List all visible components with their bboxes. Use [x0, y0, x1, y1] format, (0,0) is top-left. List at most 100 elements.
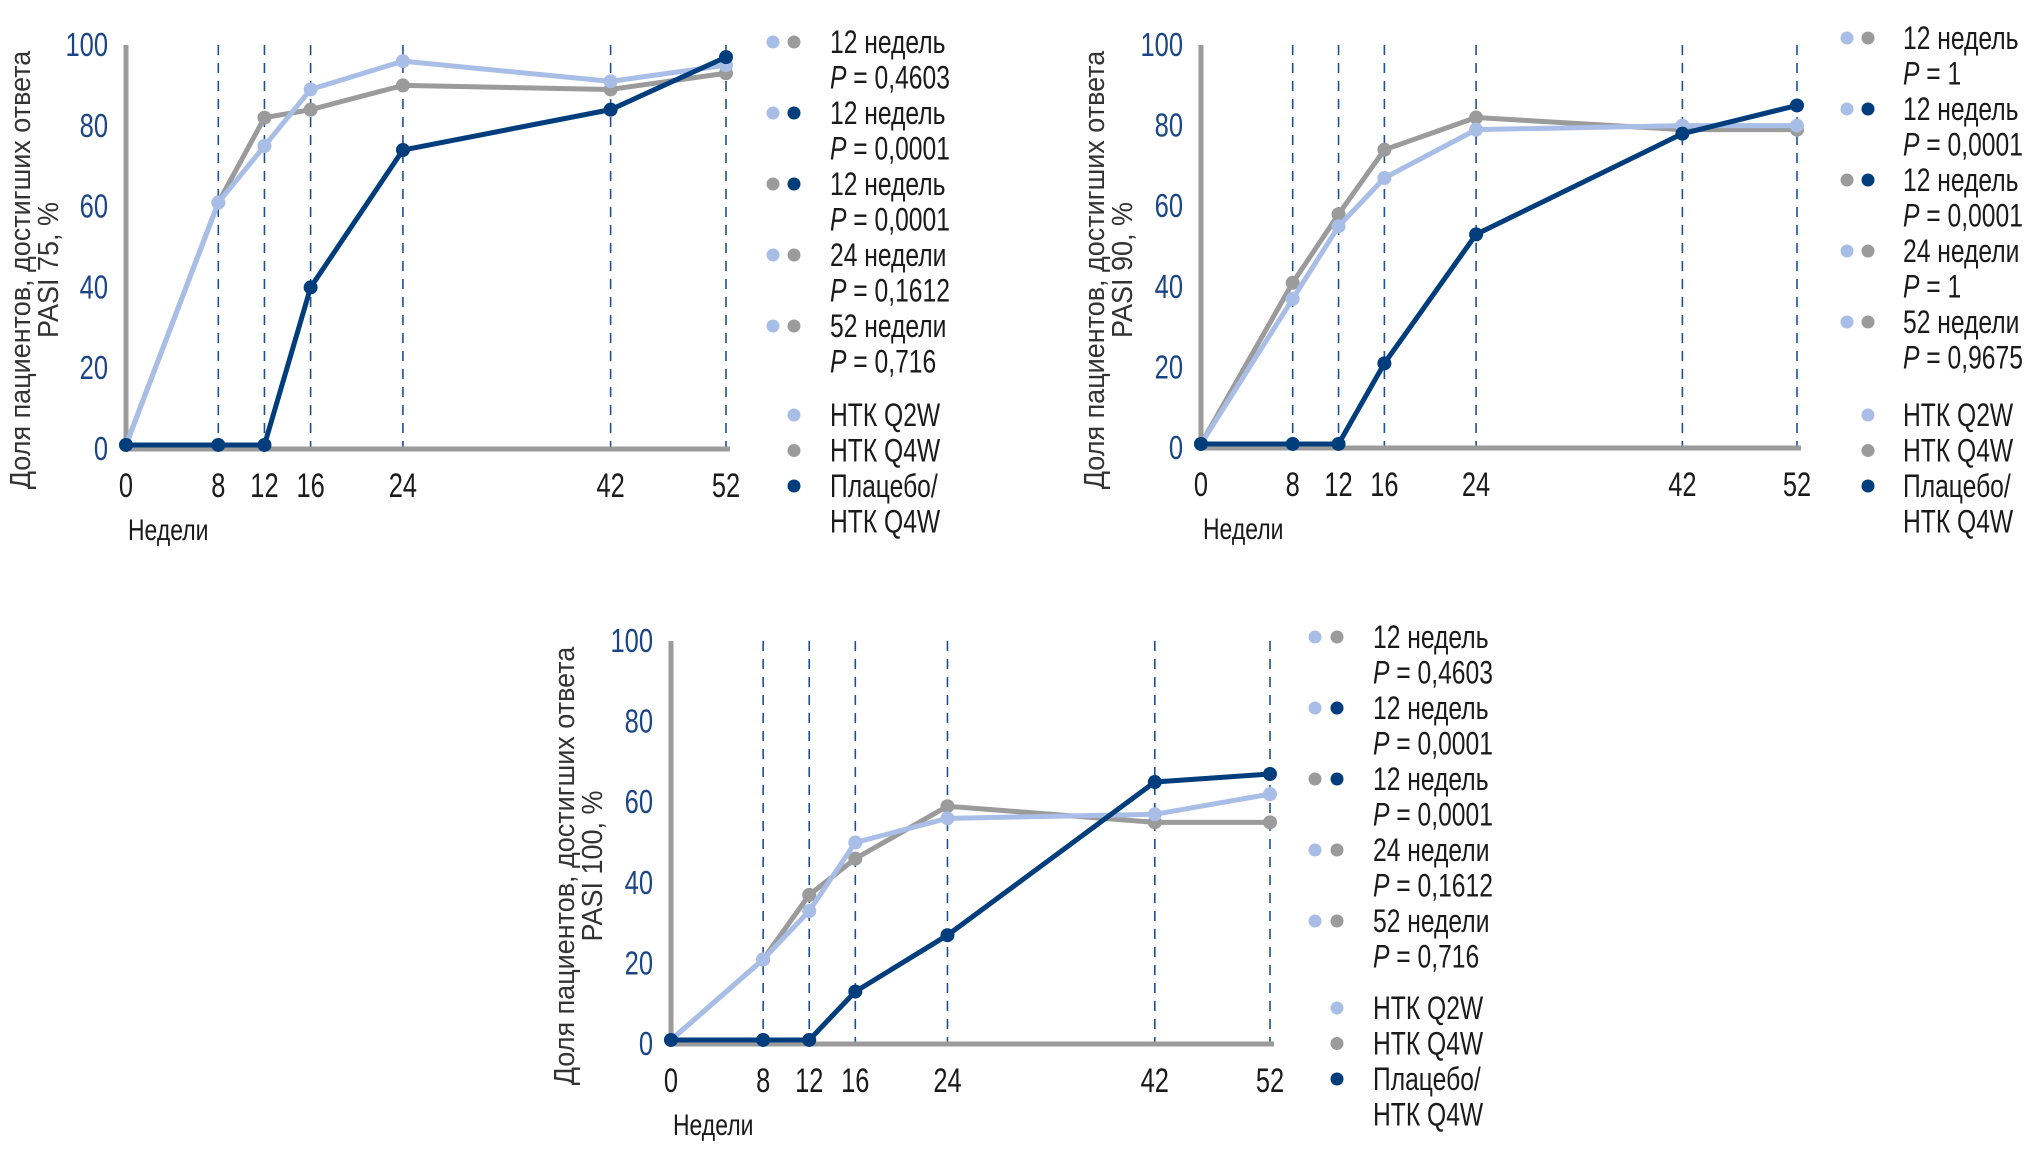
legend-dot-q4w	[1330, 843, 1344, 857]
series-legend-label: НТК Q4W	[1373, 1026, 1484, 1062]
legend-dot-q2w	[1840, 102, 1854, 116]
data-point-placebo-week-0	[664, 1032, 678, 1047]
legend-dot-q4w	[787, 319, 801, 333]
data-point-q4w-week-16	[303, 102, 318, 117]
legend-dot-q2w	[766, 106, 780, 120]
series-legend-item-placebo: Плацебо/НТК Q4W	[1330, 1062, 1484, 1133]
comparison-label: 12 недель	[830, 167, 946, 203]
y-tick-label: 40	[1155, 269, 1183, 306]
legend-dot-q2w	[1308, 701, 1322, 715]
data-point-q4w-week-16	[1377, 142, 1392, 157]
p-symbol: P	[1373, 797, 1390, 833]
comparison-label: 52 недели	[1373, 904, 1489, 940]
data-point-q4w-week-12	[1331, 207, 1346, 222]
p-symbol: P	[1903, 127, 1920, 163]
series-legend-label-line2: НТК Q4W	[830, 504, 941, 540]
p-value-text: P = 0,0001	[1373, 726, 1493, 762]
data-point-q4w-week-24	[395, 78, 410, 93]
x-axis-title: Недели	[673, 1108, 753, 1142]
p-value-text: P = 0,716	[1373, 939, 1479, 975]
x-tick-label: 16	[841, 1063, 869, 1100]
p-value: = 0,4603	[1389, 655, 1492, 691]
legend-dot-q4w	[787, 35, 801, 49]
series-legend-item-q2w: НТК Q2W	[787, 398, 941, 434]
p-symbol: P	[830, 202, 847, 238]
data-point-q2w-week-16	[303, 82, 318, 97]
series-line-q2w	[123, 58, 729, 448]
data-point-placebo-week-12	[257, 437, 272, 452]
data-point-placebo-week-0	[119, 437, 133, 452]
x-tick-label: 8	[211, 468, 225, 505]
y-tick-label: 40	[80, 269, 108, 306]
p-value-text: P = 0,0001	[1903, 127, 2023, 163]
series-legend-label: НТК Q4W	[830, 433, 941, 469]
legend-dot-q2w	[1308, 914, 1322, 928]
p-symbol: P	[1373, 939, 1390, 975]
data-point-placebo-week-24	[395, 143, 410, 158]
p-value: = 0,9675	[1919, 340, 2022, 376]
p-symbol: P	[1903, 269, 1920, 305]
y-tick-label: 20	[80, 350, 108, 387]
y-tick-label: 60	[625, 784, 653, 821]
data-point-placebo-week-42	[603, 102, 618, 117]
x-tick-label: 12	[795, 1063, 823, 1100]
p-symbol: P	[830, 273, 847, 309]
x-tick-label: 42	[1668, 467, 1696, 504]
data-point-placebo-week-16	[848, 984, 863, 999]
chart-panel-3: 0 20 40 60 80 100 0 8 12 16 24 42 52 Недели Доля пацие…	[548, 620, 1493, 1142]
legend-dot-q2w	[1308, 630, 1322, 644]
p-value-text: P = 0,4603	[830, 60, 950, 96]
series-line-placebo	[1198, 102, 1800, 447]
legend-dot-placebo	[787, 177, 801, 191]
comparison-label: 12 недель	[1373, 620, 1489, 656]
legend-dot-q4w	[1861, 444, 1875, 457]
p-value: = 0,1612	[1389, 868, 1492, 904]
x-tick-label: 8	[756, 1063, 770, 1100]
data-point-q4w-week-24	[940, 799, 955, 814]
data-point-q2w-week-12	[1331, 219, 1346, 234]
legend-dot-placebo	[787, 479, 801, 493]
legend-dot-q4w	[1861, 244, 1875, 258]
x-tick-label: 42	[596, 468, 624, 505]
x-axis-title: Недели	[128, 513, 208, 547]
series-legend-item-placebo: Плацебо/НТК Q4W	[787, 469, 941, 540]
data-point-placebo-week-12	[1331, 436, 1346, 451]
comparison-label: 12 недель	[1903, 163, 2019, 199]
p-value-text: P = 0,1612	[1373, 868, 1493, 904]
x-tick-label: 16	[1370, 467, 1398, 504]
x-tick-label: 16	[296, 468, 324, 505]
data-point-placebo-week-24	[940, 928, 955, 943]
comparison-label: 24 недели	[1373, 833, 1489, 869]
p-symbol: P	[830, 60, 847, 96]
series-legend-label: Плацебо/	[1903, 469, 2012, 505]
p-value: = 1	[1919, 269, 1961, 305]
series-legend-label: НТК Q2W	[1373, 991, 1484, 1027]
y-axis-title-line2: PASI 100, %	[576, 790, 608, 941]
y-tick-label: 100	[65, 27, 108, 64]
data-point-q2w-week-42	[1147, 807, 1162, 822]
data-point-q4w-week-52	[1263, 815, 1277, 830]
p-value: = 0,0001	[1919, 198, 2022, 234]
p-value-text: P = 0,1612	[830, 273, 950, 309]
data-point-q2w-week-52	[1790, 118, 1804, 133]
comparison-label: 12 недель	[1373, 762, 1489, 798]
series-legend-label-line2: НТК Q4W	[1373, 1097, 1484, 1133]
comparison-label: 24 недели	[830, 238, 946, 274]
p-value: = 0,0001	[1389, 726, 1492, 762]
p-value: = 0,716	[846, 344, 936, 380]
x-tick-label: 8	[1286, 467, 1300, 504]
data-point-placebo-week-16	[303, 280, 318, 295]
series-line-q4w	[668, 803, 1273, 1043]
data-point-q2w-week-24	[395, 54, 410, 69]
y-axis-title-line2: PASI 90, %	[1106, 202, 1138, 338]
x-tick-label: 52	[1256, 1063, 1284, 1100]
x-axis-title: Недели	[1203, 512, 1283, 546]
x-tick-label: 0	[1194, 467, 1208, 504]
data-point-q2w-week-16	[848, 835, 863, 850]
